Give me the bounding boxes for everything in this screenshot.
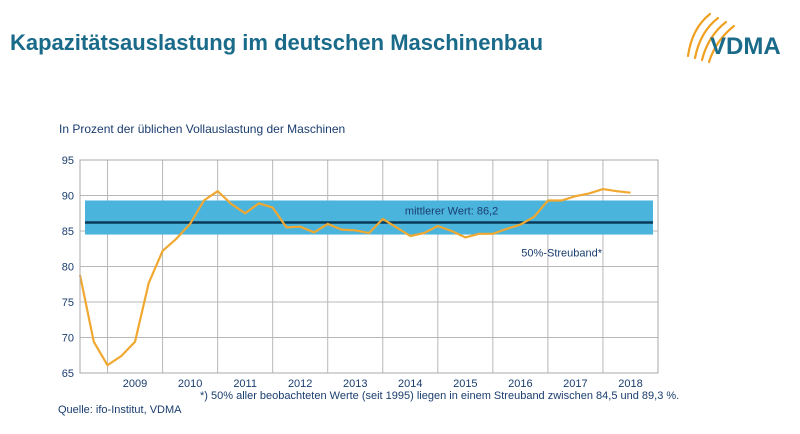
vdma-logo: VDMA: [686, 12, 781, 64]
series-line: [78, 188, 631, 367]
logo-text: VDMA: [710, 33, 781, 60]
chart-subtitle: In Prozent der üblichen Vollauslastung d…: [59, 122, 346, 136]
x-tick-label: 2014: [398, 378, 422, 390]
x-tick-label: 2015: [453, 378, 477, 390]
source-note: Quelle: ifo-Institut, VDMA: [58, 404, 182, 416]
x-tick-label: 2011: [233, 378, 257, 390]
y-tick-label: 65: [62, 368, 74, 380]
x-tick-label: 2013: [343, 378, 367, 390]
y-tick-label: 75: [62, 297, 74, 309]
x-tick-label: 2016: [508, 378, 532, 390]
x-tick-label: 2012: [288, 378, 312, 390]
x-axis: 2009 2010 2011 2012 2013 2014 2015 2016 2017 2018: [123, 378, 643, 390]
y-tick-label: 95: [62, 155, 74, 167]
y-tick-label: 85: [62, 226, 74, 238]
y-tick-label: 80: [62, 262, 74, 274]
logo-swoosh-icon: [686, 12, 736, 64]
y-axis: 95 90 85 80 75 70 65: [62, 155, 74, 380]
footnote: *) 50% aller beobachteten Werte (seit 19…: [200, 390, 680, 402]
x-tick-label: 2017: [563, 378, 587, 390]
y-tick-label: 70: [62, 333, 74, 345]
chart-grid: [80, 159, 659, 374]
plot-frame: [79, 159, 659, 374]
page-title: Kapazitätsauslastung im deutschen Maschi…: [10, 30, 544, 55]
streuband: [85, 200, 653, 235]
band-label: 50%-Streuband*: [521, 248, 602, 260]
x-tick-label: 2009: [123, 378, 147, 390]
y-tick-label: 90: [62, 191, 74, 203]
mean-label: mittlerer Wert: 86,2: [405, 205, 498, 217]
x-tick-label: 2010: [178, 378, 202, 390]
x-tick-label: 2018: [618, 378, 642, 390]
